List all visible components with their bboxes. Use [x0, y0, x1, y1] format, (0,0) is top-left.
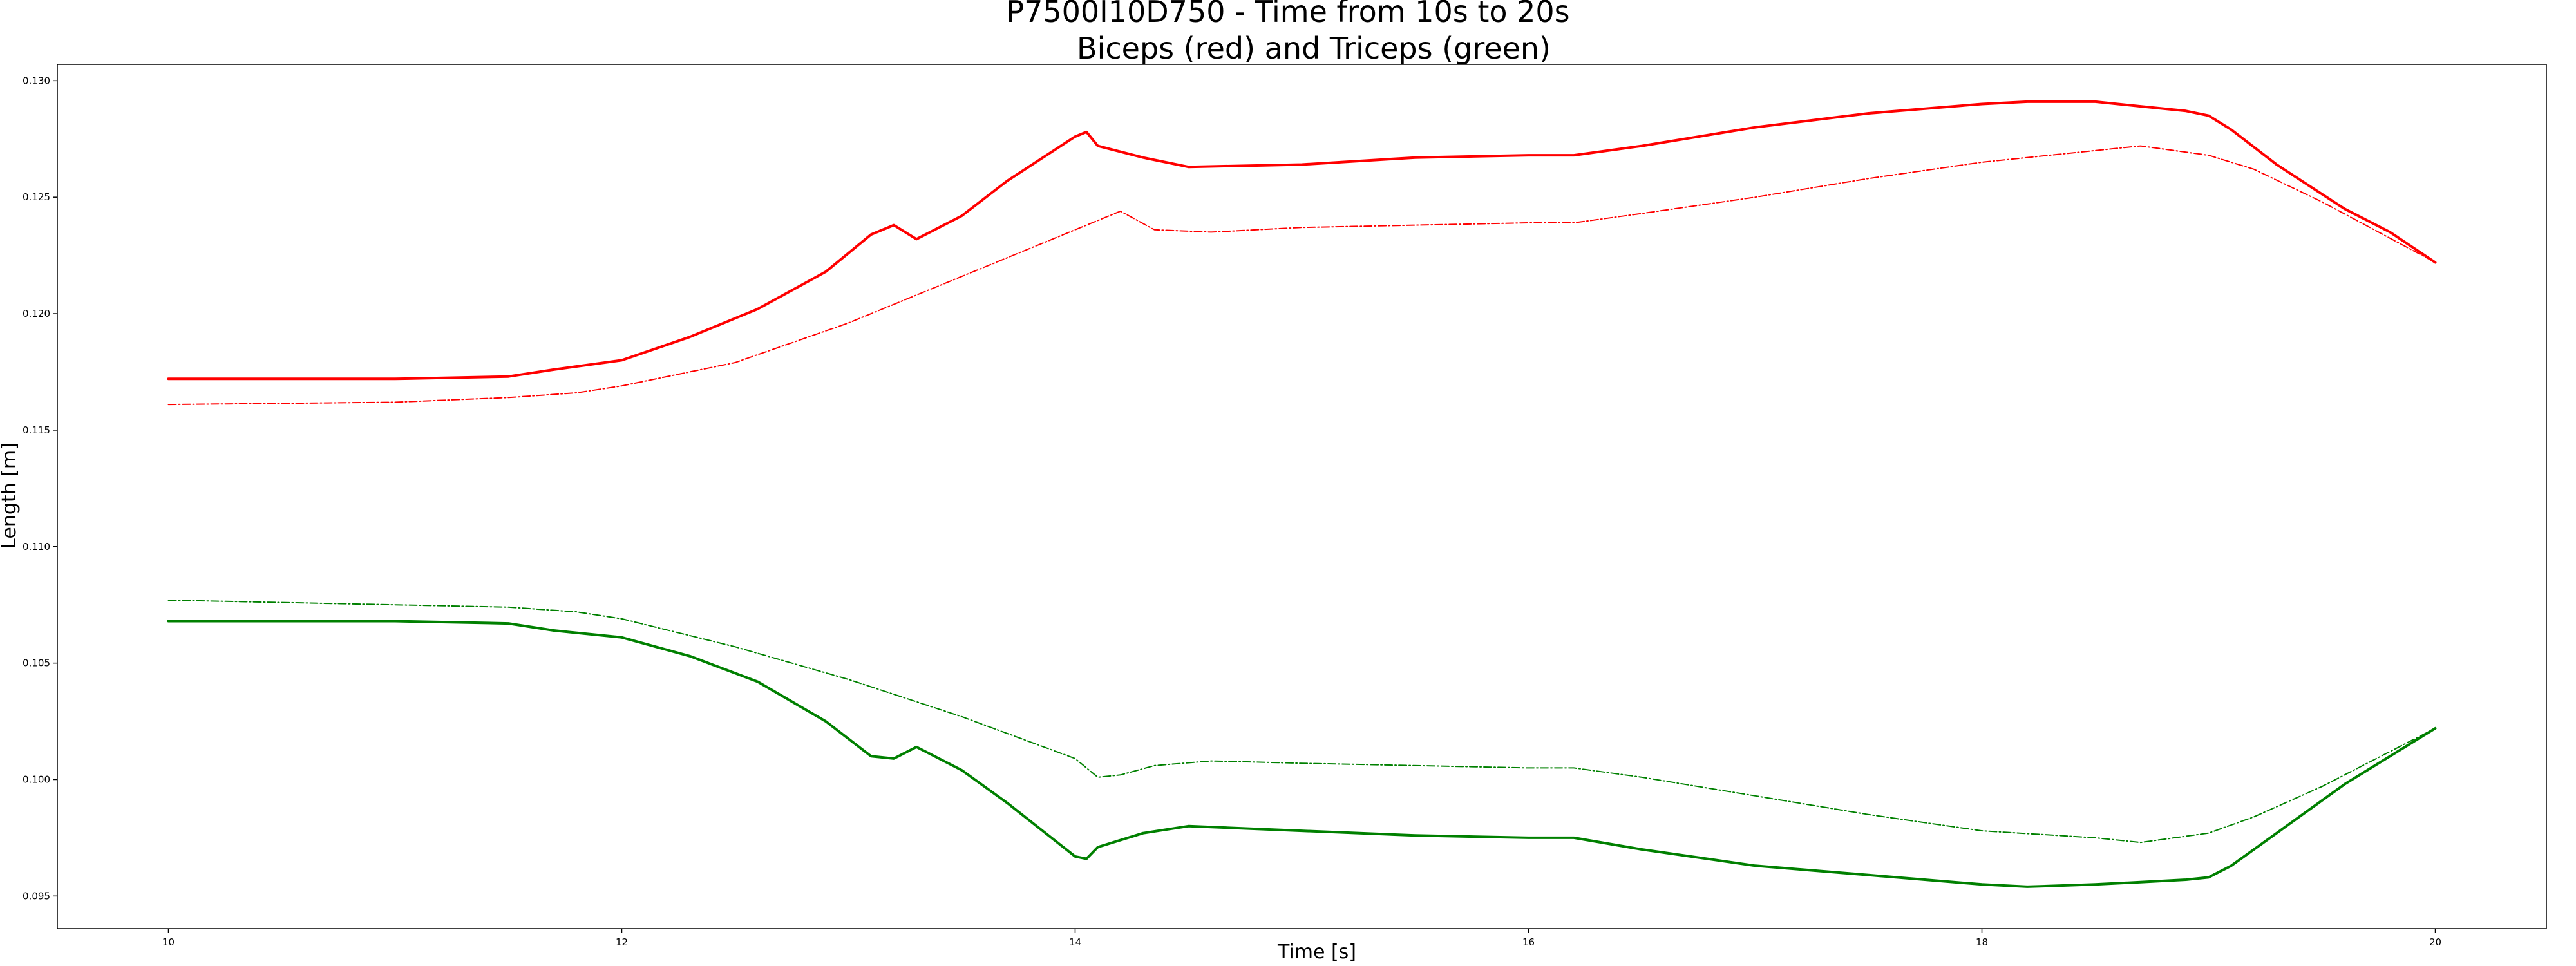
plot-frame — [57, 64, 2547, 929]
x-tick-label: 18 — [1976, 936, 1988, 948]
series-layer — [167, 100, 2437, 888]
y-tick-label: 0.130 — [23, 75, 50, 86]
y-tick-label: 0.105 — [23, 658, 50, 669]
ticks-layer: 10 12 14 16 18 20 0.095 0.100 0.105 0.110 0.115 0.1… — [23, 75, 2441, 948]
x-tick-label: 10 — [162, 936, 175, 948]
y-tick-label: 0.095 — [23, 890, 50, 902]
chart-title: P7500I10D750 - Time from 10s to 20s — [1006, 0, 1569, 29]
chart-subtitle: Biceps (red) and Triceps (green) — [1077, 31, 1551, 66]
series-line-4 — [167, 600, 2436, 844]
x-tick-label: 12 — [616, 936, 628, 948]
y-tick-label: 0.100 — [23, 773, 50, 785]
series-line-2 — [167, 145, 2436, 406]
y-tick-label: 0.120 — [23, 308, 50, 319]
y-tick-label: 0.115 — [23, 424, 50, 436]
series-line-3 — [167, 620, 2437, 888]
y-axis-label: Length [m] — [0, 442, 21, 549]
y-tick-label: 0.110 — [23, 541, 50, 553]
x-axis-label: Time [s] — [1277, 941, 1356, 963]
x-tick-label: 14 — [1069, 936, 1081, 948]
y-tick-label: 0.125 — [23, 191, 50, 203]
x-tick-label: 16 — [1522, 936, 1535, 948]
series-line-1 — [167, 100, 2437, 381]
x-tick-label: 20 — [2429, 936, 2441, 948]
